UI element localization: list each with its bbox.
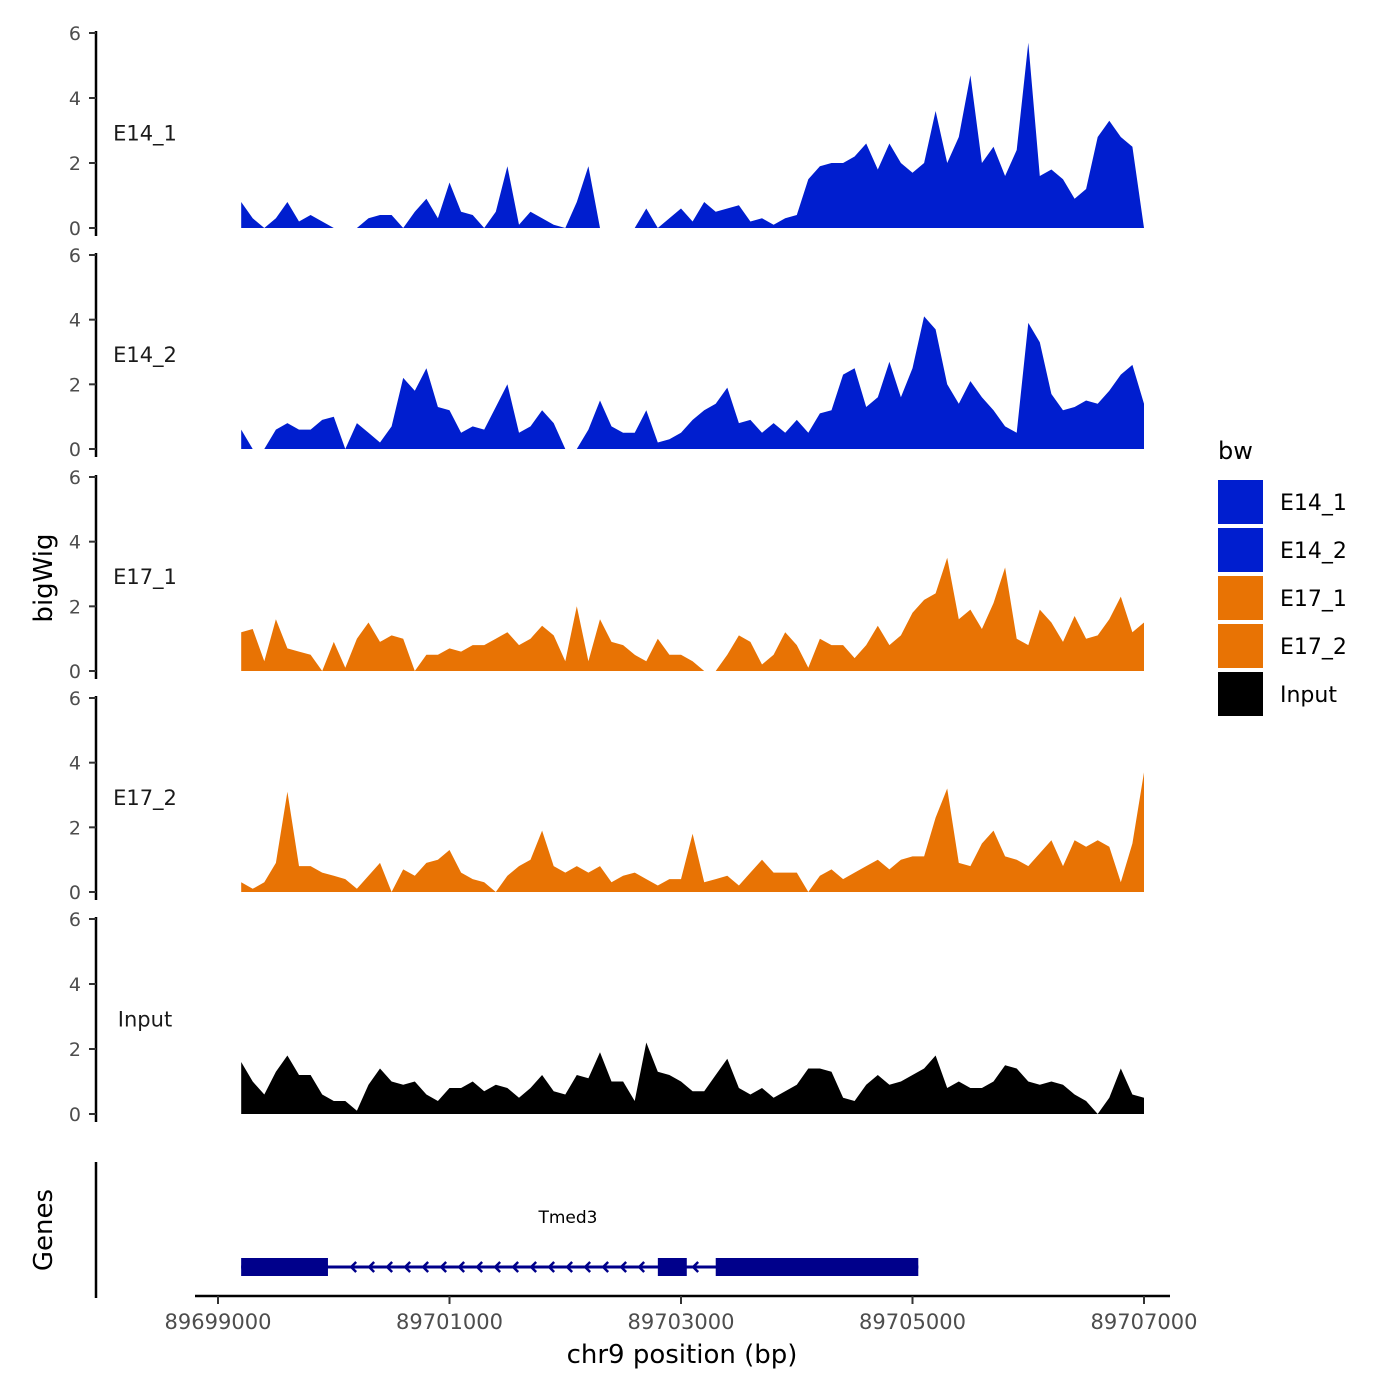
- area-E14_1: [241, 42, 1144, 228]
- y-tick-label: 0: [69, 1104, 81, 1126]
- strand-arrow: [349, 1261, 358, 1273]
- y-tick-label: 0: [69, 882, 81, 904]
- x-tick-label: 89699000: [165, 1310, 272, 1334]
- area-E17_2: [241, 772, 1144, 892]
- strand-arrow: [637, 1261, 646, 1273]
- strand-arrow: [475, 1261, 484, 1273]
- area-E17_1: [241, 557, 1144, 671]
- y-tick-label: 0: [69, 661, 81, 683]
- gene-name-label: Tmed3: [537, 1208, 597, 1228]
- strand-arrow: [691, 1261, 700, 1273]
- y-tick-label: 4: [69, 532, 81, 554]
- strand-arrow: [493, 1261, 502, 1273]
- gene-exon: [715, 1258, 919, 1276]
- x-axis-title: chr9 position (bp): [567, 1340, 798, 1370]
- gene-exon: [657, 1258, 687, 1276]
- strand-arrow: [439, 1261, 448, 1273]
- strand-arrow: [565, 1261, 574, 1273]
- strand-arrow: [619, 1261, 628, 1273]
- legend-entry: E17_2: [1218, 624, 1347, 668]
- strand-arrow: [547, 1261, 556, 1273]
- y-tick-label: 6: [69, 245, 81, 267]
- y-axis-title: bigWig: [29, 533, 59, 622]
- y-tick-label: 4: [69, 88, 81, 110]
- legend-entry: E14_2: [1218, 528, 1347, 572]
- track-E14_2: 0 2 4 6 E14_2: [69, 245, 1144, 461]
- x-tick-label: 89703000: [628, 1310, 735, 1334]
- strand-arrow: [457, 1261, 466, 1273]
- y-tick-label: 4: [69, 753, 81, 775]
- y-tick-label: 0: [69, 218, 81, 240]
- y-tick-label: 4: [69, 310, 81, 332]
- legend-swatch: [1218, 672, 1263, 716]
- legend-label: E17_2: [1280, 635, 1347, 660]
- track-label: E14_2: [113, 343, 177, 368]
- legend-swatch: [1218, 528, 1263, 572]
- y-tick-label: 6: [69, 23, 81, 45]
- x-tick-label: 89707000: [1091, 1310, 1198, 1334]
- legend-label: Input: [1280, 683, 1337, 708]
- legend-label: E17_1: [1280, 587, 1347, 612]
- legend-entry: E17_1: [1218, 576, 1347, 620]
- gene-exon: [241, 1258, 328, 1276]
- x-ticks: 89699000 89701000 89703000 89705000 89707000: [165, 1296, 1198, 1334]
- strand-arrow: [421, 1261, 430, 1273]
- y-tick-label: 2: [69, 153, 81, 175]
- legend-entry: E14_1: [1218, 480, 1347, 524]
- x-axis: 89699000 89701000 89703000 89705000 89707000…: [165, 1294, 1198, 1370]
- y-tick-label: 2: [69, 374, 81, 396]
- strand-arrow: [583, 1261, 592, 1273]
- legend-entries: E14_1 E14_2 E17_1 E17_2 Input: [1218, 480, 1347, 716]
- legend-swatch: [1218, 576, 1263, 620]
- gene-Tmed3: Tmed3: [241, 1208, 919, 1276]
- area-Input: [241, 1042, 1144, 1114]
- genes-axis-title: Genes: [29, 1189, 59, 1271]
- legend-swatch: [1218, 624, 1263, 668]
- y-tick-label: 0: [69, 439, 81, 461]
- gene-models: Tmed3: [241, 1208, 919, 1276]
- legend-entry: Input: [1218, 672, 1337, 716]
- y-tick-label: 6: [69, 909, 81, 931]
- y-tick-label: 6: [69, 467, 81, 489]
- y-tick-label: 4: [69, 974, 81, 996]
- y-tick-label: 2: [69, 596, 81, 618]
- track-label: Input: [118, 1008, 172, 1032]
- track-E17_2: 0 2 4 6 E17_2: [69, 688, 1144, 904]
- legend-swatch: [1218, 480, 1263, 524]
- track-label: E17_2: [113, 786, 177, 811]
- strand-arrow: [385, 1261, 394, 1273]
- legend: bw E14_1 E14_2 E17_1 E17_2 Input: [1218, 437, 1347, 716]
- strand-arrow: [511, 1261, 520, 1273]
- track-label: E17_1: [113, 565, 177, 590]
- y-tick-label: 6: [69, 688, 81, 710]
- x-tick-label: 89705000: [859, 1310, 966, 1334]
- gene-track: Genes Tmed3: [29, 1162, 919, 1298]
- legend-label: E14_1: [1280, 491, 1347, 516]
- tracks-group: 0 2 4 6 E14_1 0 2 4 6 E14_2 0 2 4 6 E17_1 0 2 4 6 E17_2 0 2 4 6…: [69, 23, 1144, 1126]
- strand-arrow: [601, 1261, 610, 1273]
- track-E14_1: 0 2 4 6 E14_1: [69, 23, 1144, 240]
- track-E17_1: 0 2 4 6 E17_1: [69, 467, 1144, 683]
- y-tick-label: 2: [69, 817, 81, 839]
- strand-arrow: [529, 1261, 538, 1273]
- legend-title: bw: [1218, 437, 1253, 465]
- track-label: E14_1: [113, 122, 177, 147]
- y-tick-label: 2: [69, 1039, 81, 1061]
- strand-arrow: [403, 1261, 412, 1273]
- legend-label: E14_2: [1280, 539, 1347, 564]
- area-E14_2: [241, 316, 1144, 449]
- x-tick-label: 89701000: [396, 1310, 503, 1334]
- track-Input: 0 2 4 6 Input: [69, 909, 1144, 1126]
- strand-arrow: [367, 1261, 376, 1273]
